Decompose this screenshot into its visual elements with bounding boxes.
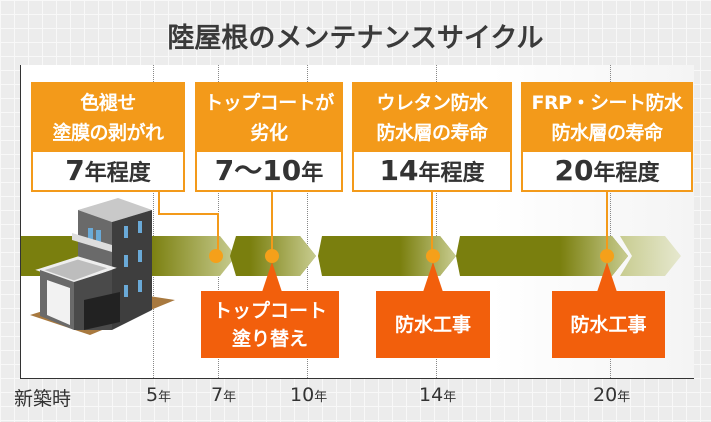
work-label: 防水工事: [394, 313, 471, 336]
event-years: 7: [65, 154, 85, 187]
event-title: FRP・シート防水: [531, 92, 683, 114]
axis-label-20: 20年: [593, 384, 631, 406]
event-dot: [600, 249, 614, 263]
work-label: 塗り替え: [231, 327, 308, 350]
diagram-title: 陸屋根のメンテナンスサイクル: [167, 23, 544, 54]
event-dot: [426, 249, 440, 263]
work-box-topcoat-repaint: トップコート 塗り替え: [201, 291, 339, 358]
event-years: 14: [379, 154, 419, 187]
event-years-suffix: 年程度: [418, 161, 485, 186]
gridline-20: [610, 65, 611, 378]
event-title: 塗膜の剥がれ: [52, 122, 164, 144]
work-box-waterproofing-20: 防水工事: [552, 291, 665, 358]
axis-label-14: 14年: [419, 384, 457, 406]
event-title: 防水層の寿命: [551, 122, 663, 144]
building-illustration: [30, 198, 175, 335]
axis-label-7: 7年: [211, 384, 237, 406]
event-title: 防水層の寿命: [376, 122, 488, 144]
event-years-suffix: 年: [301, 161, 324, 186]
event-title: 色褪せ: [80, 92, 136, 114]
axis-label-5: 5年: [146, 384, 172, 406]
work-pointers: [262, 262, 617, 292]
gridline-5: [153, 65, 154, 378]
axis-label-new: 新築時: [14, 388, 72, 410]
event-years-suffix: 年程度: [593, 161, 660, 186]
event-dot: [265, 249, 279, 263]
event-years: 20: [554, 154, 594, 187]
event-title: トップコートが: [204, 92, 334, 114]
work-label: トップコート: [212, 299, 327, 322]
gridline-14: [436, 65, 437, 378]
event-title: 劣化: [250, 122, 288, 144]
event-box-urethane: ウレタン防水 防水層の寿命 14年程度: [352, 82, 512, 192]
work-label: 防水工事: [570, 313, 647, 336]
event-box-color-fading: 色褪せ塗膜の剥がれ 7年程度: [31, 82, 185, 192]
event-title: ウレタン防水: [376, 92, 488, 114]
event-box-topcoat: トップコートが 劣化 7〜10年: [195, 82, 343, 192]
work-box-waterproofing-14: 防水工事: [376, 291, 490, 358]
gridline-10: [307, 65, 308, 378]
event-box-frp-sheet: FRP・シート防水 防水層の寿命 20年程度: [521, 82, 693, 192]
event-dot: [209, 249, 223, 263]
connectors: [158, 192, 608, 252]
axis-label-10: 10年: [290, 384, 328, 406]
event-years-suffix: 年程度: [84, 161, 151, 186]
event-years: 7〜10: [214, 154, 302, 187]
